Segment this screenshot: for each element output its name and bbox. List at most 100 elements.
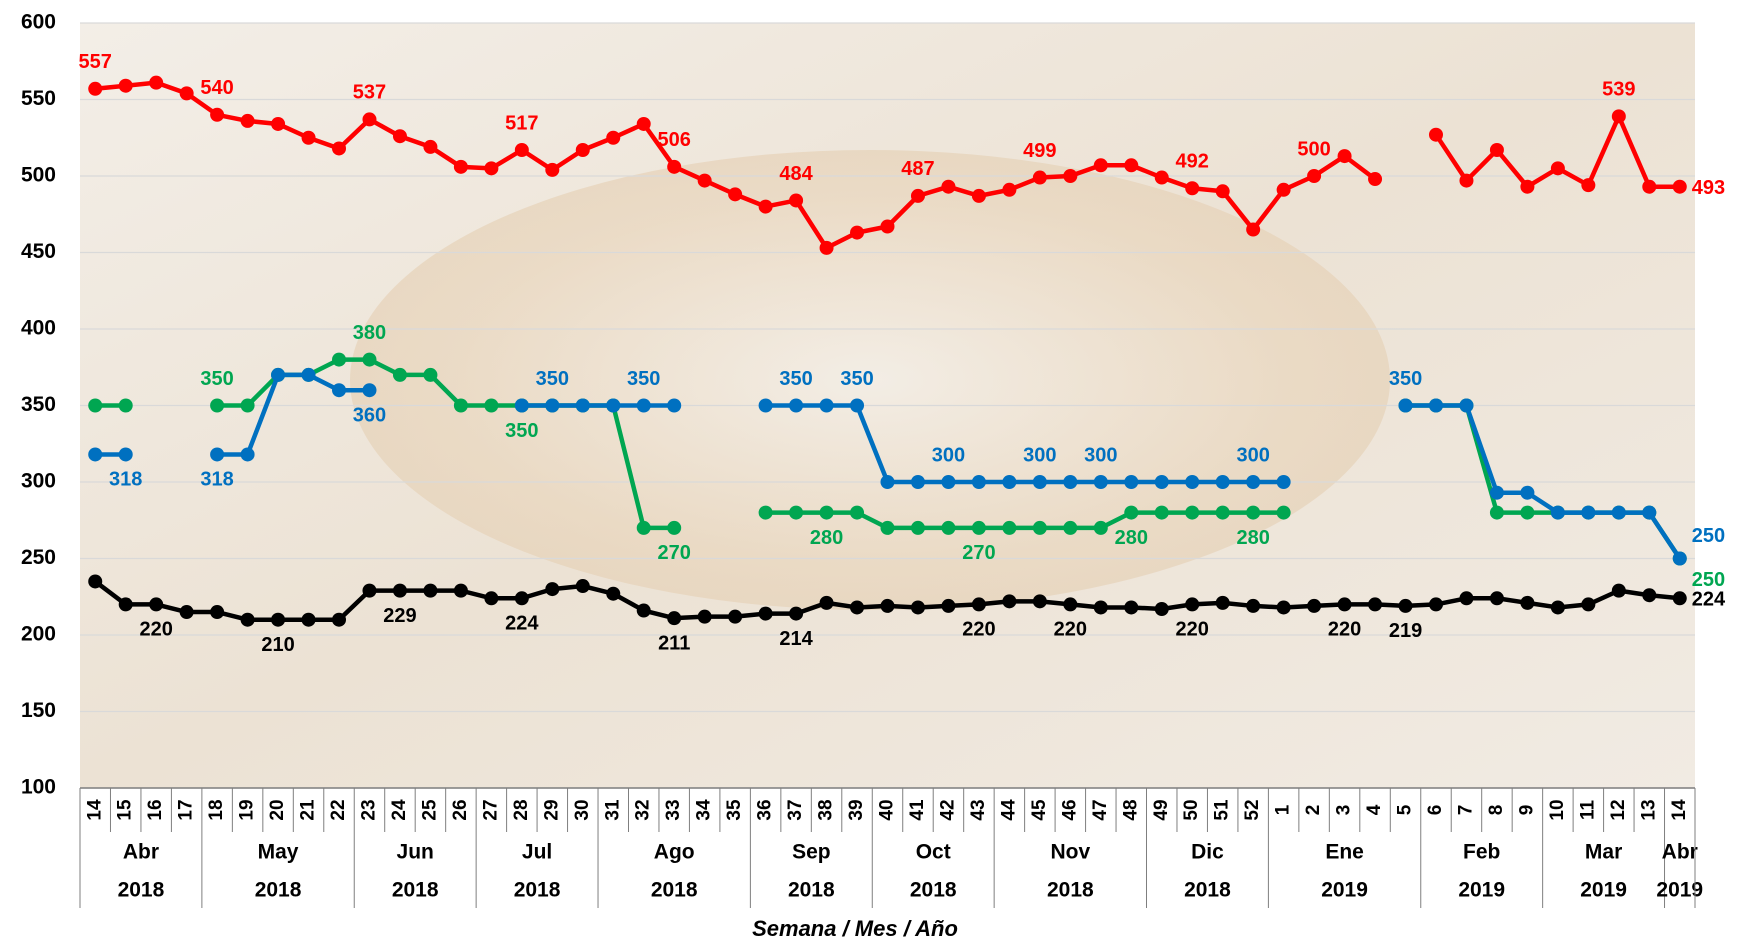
data-point: [1550, 161, 1565, 176]
data-point: [1032, 170, 1047, 185]
value-label: 350: [840, 368, 873, 390]
data-point: [1428, 127, 1443, 142]
value-label: 350: [200, 368, 233, 390]
data-point: [1337, 149, 1352, 164]
data-point: [1459, 591, 1474, 606]
value-label: 493: [1692, 177, 1725, 199]
data-point: [606, 398, 621, 413]
data-point: [880, 475, 895, 489]
data-point: [910, 188, 925, 203]
value-label: 318: [200, 469, 233, 491]
data-point: [1428, 398, 1443, 413]
week-label: 41: [907, 799, 928, 821]
value-label: 220: [1176, 619, 1209, 641]
week-label: 32: [633, 799, 654, 820]
week-label: 27: [480, 799, 501, 820]
data-point: [758, 606, 773, 621]
week-label: 51: [1212, 799, 1233, 821]
marks: 557 540 537 517 506 484 487 499 492 500 539 493 350 3…: [79, 51, 1726, 656]
data-point: [1063, 520, 1078, 535]
y-tick-label: 500: [21, 164, 56, 187]
year-label: 2018: [514, 879, 561, 902]
month-label: Dic: [1191, 841, 1224, 864]
data-point: [332, 383, 347, 398]
data-point: [941, 179, 956, 194]
year-label: 2019: [1458, 879, 1505, 902]
week-label: 4: [1364, 804, 1385, 815]
year-label: 2019: [1321, 879, 1368, 902]
week-label: 3: [1334, 805, 1355, 816]
week-label: 15: [115, 799, 136, 821]
value-label: 211: [658, 632, 690, 654]
week-label: 5: [1395, 804, 1416, 815]
data-point: [1398, 398, 1413, 413]
data-point: [1459, 398, 1474, 413]
data-point: [1185, 597, 1200, 612]
data-point: [758, 505, 773, 520]
data-point: [362, 112, 377, 127]
data-point: [118, 597, 133, 612]
data-point: [1520, 179, 1535, 194]
data-point: [758, 199, 773, 214]
data-point: [1154, 170, 1169, 185]
value-label: 229: [383, 605, 416, 627]
data-point: [149, 597, 164, 612]
data-point: [149, 75, 164, 90]
value-label: 492: [1176, 151, 1209, 173]
week-label: 10: [1547, 799, 1568, 820]
value-label: 540: [200, 77, 233, 99]
week-label: 11: [1577, 800, 1598, 821]
data-point: [423, 139, 438, 154]
value-label: 300: [1236, 444, 1269, 466]
value-label: 219: [1389, 620, 1422, 642]
data-point: [271, 612, 286, 627]
value-label: 220: [139, 619, 172, 641]
data-point: [636, 116, 651, 131]
data-point: [545, 582, 560, 597]
value-label: 300: [1084, 444, 1117, 466]
y-tick-label: 250: [21, 546, 56, 569]
data-point: [1154, 475, 1169, 489]
data-point: [362, 352, 377, 367]
data-point: [880, 219, 895, 234]
week-label: 31: [602, 799, 623, 821]
data-point: [880, 598, 895, 613]
year-label: 2019: [1580, 879, 1627, 902]
value-label: 220: [1054, 619, 1087, 641]
month-label: Abr: [123, 841, 159, 864]
data-point: [453, 159, 468, 174]
value-label: 300: [1023, 444, 1056, 466]
data-point: [1581, 597, 1596, 612]
year-label: 2018: [255, 879, 302, 902]
year-label: 2018: [1047, 879, 1094, 902]
week-label: 8: [1486, 805, 1507, 816]
week-label: 13: [1638, 799, 1659, 820]
week-label: 14: [1669, 799, 1690, 821]
value-label: 360: [353, 404, 386, 426]
week-label: 30: [572, 799, 593, 820]
data-point: [1459, 173, 1474, 188]
data-point: [1032, 594, 1047, 609]
value-label: 350: [536, 368, 569, 390]
data-point: [271, 367, 286, 382]
data-point: [362, 383, 377, 398]
data-point: [819, 505, 834, 520]
data-point: [240, 612, 255, 627]
y-tick-label: 150: [21, 699, 56, 722]
data-point: [789, 505, 804, 520]
data-point: [1307, 169, 1322, 183]
data-point: [1489, 485, 1504, 500]
data-point: [941, 475, 956, 489]
data-point: [1032, 520, 1047, 535]
week-label: 49: [1151, 799, 1172, 820]
data-point: [1246, 475, 1261, 489]
data-point: [514, 142, 529, 157]
week-label: 45: [1029, 799, 1050, 821]
data-point: [667, 520, 682, 535]
data-point: [1520, 505, 1535, 520]
data-point: [1276, 505, 1291, 520]
data-point: [1093, 520, 1108, 535]
data-point: [910, 475, 925, 489]
y-tick-label: 300: [21, 470, 56, 493]
data-point: [910, 520, 925, 535]
